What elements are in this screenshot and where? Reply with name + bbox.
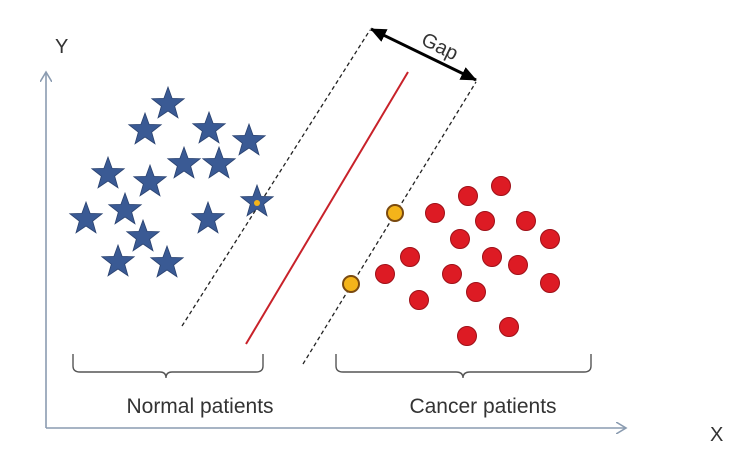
circle-marker — [516, 211, 536, 231]
circle-marker — [425, 203, 445, 223]
circle-marker — [400, 247, 420, 267]
circle-marker — [375, 264, 395, 284]
gap-label: Gap — [418, 29, 462, 65]
x-axis-label: X — [710, 424, 723, 446]
circle-marker — [482, 247, 502, 267]
star-marker — [107, 191, 143, 225]
circle-support-vector — [386, 204, 404, 222]
cancer-patients-label: Cancer patients — [409, 395, 556, 418]
upper-margin-line — [181, 29, 371, 327]
star-marker — [149, 244, 185, 278]
circle-marker — [540, 229, 560, 249]
star-marker — [132, 163, 168, 197]
circle-marker — [458, 186, 478, 206]
star-marker — [90, 155, 126, 189]
star-marker — [231, 122, 267, 156]
star-marker — [166, 145, 202, 179]
cancer-support-vectors — [342, 204, 404, 293]
circle-marker — [499, 317, 519, 337]
star-marker — [100, 243, 136, 277]
star-marker — [127, 111, 163, 145]
star-marker — [190, 200, 226, 234]
normal-patients-label: Normal patients — [126, 395, 273, 418]
star-support-vector-center — [254, 200, 260, 206]
circle-marker — [540, 273, 560, 293]
circle-marker — [466, 282, 486, 302]
star-marker — [150, 85, 186, 119]
circle-support-vector — [342, 275, 360, 293]
star-marker — [201, 145, 237, 179]
star-marker — [68, 200, 104, 234]
y-axis-label: Y — [55, 36, 68, 58]
gap-arrow — [370, 27, 477, 82]
circle-marker — [508, 255, 528, 275]
star-marker — [191, 110, 227, 144]
cancer-patients-brace — [335, 354, 592, 379]
decision-boundary-line — [245, 71, 409, 345]
circle-marker — [491, 176, 511, 196]
lower-margin-line — [302, 81, 477, 365]
circle-marker — [409, 290, 429, 310]
circle-marker — [457, 326, 477, 346]
normal-patients-group — [68, 85, 275, 278]
circle-marker — [475, 211, 495, 231]
circle-marker — [450, 229, 470, 249]
normal-patients-brace — [72, 354, 264, 379]
cancer-patients-group — [375, 176, 560, 346]
star-marker — [125, 218, 161, 252]
circle-marker — [442, 264, 462, 284]
